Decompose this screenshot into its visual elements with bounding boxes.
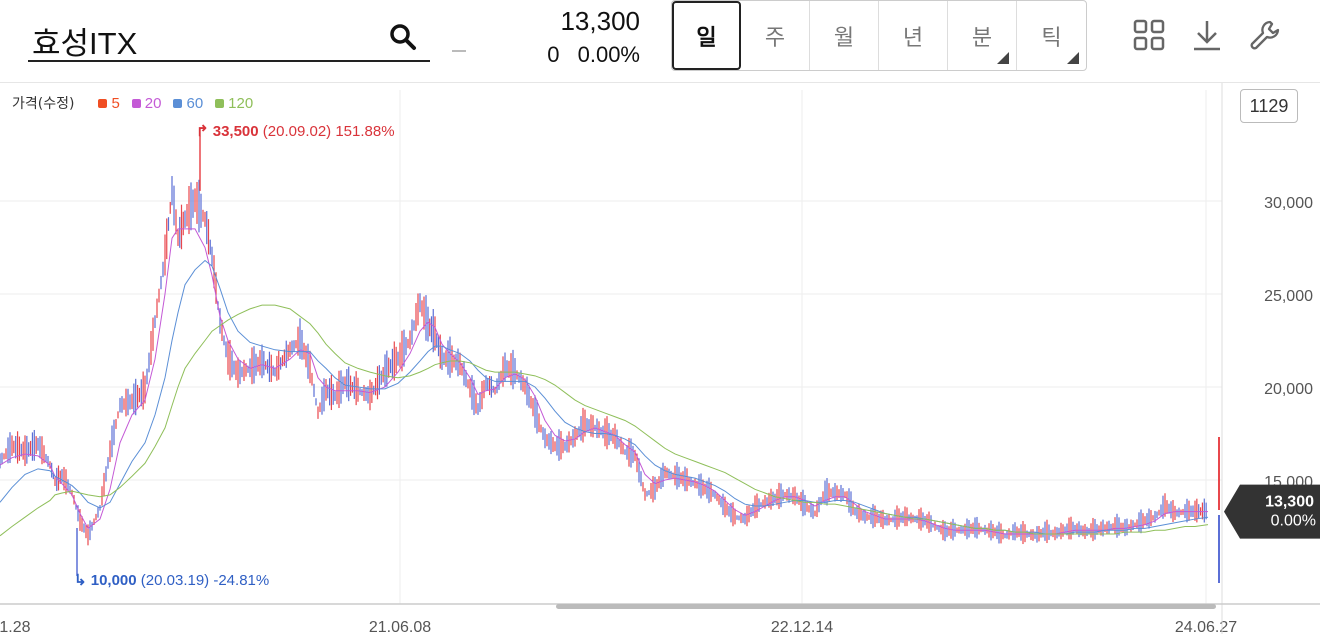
legend-label: 60 <box>186 94 204 112</box>
ma-120-line <box>0 304 1209 537</box>
ma-60-line <box>0 259 1209 535</box>
dropdown-corner-icon <box>1067 52 1079 64</box>
dropdown-corner-icon <box>997 52 1009 64</box>
period-tab-1[interactable]: 주 <box>741 1 810 70</box>
legend-label: 120 <box>228 94 254 112</box>
current-price: 13,300 <box>560 6 640 36</box>
wrench-icon[interactable] <box>1248 18 1282 52</box>
high-annotation: ↱ 33,500 (20.09.02) 151.88% <box>196 123 395 140</box>
search-icon[interactable] <box>388 22 418 52</box>
change-percent: 0.00% <box>577 42 640 67</box>
legend-label: 20 <box>144 94 162 112</box>
grid-layout-icon[interactable] <box>1132 18 1166 52</box>
legend-item-ma5[interactable]: 5 <box>98 94 120 112</box>
legend-swatch <box>173 98 183 108</box>
dash-mark <box>452 50 466 52</box>
price-change: 0 0.00% <box>547 42 640 68</box>
last-price-tag-pct: 0.00% <box>1271 513 1316 530</box>
x-tick-label: 22.12.14 <box>771 619 833 634</box>
period-tab-0[interactable]: 일 <box>672 1 741 70</box>
period-tab-label: 틱 <box>1041 25 1062 51</box>
change-amount: 0 <box>547 42 560 67</box>
horizontal-scrollbar <box>556 604 1216 609</box>
last-price-tag <box>1224 484 1320 539</box>
period-tab-label: 주 <box>764 25 786 51</box>
legend-item-ma120[interactable]: 120 <box>215 95 253 112</box>
period-tab-label: 분 <box>971 25 993 51</box>
download-icon[interactable] <box>1190 18 1224 52</box>
x-tick-label: 21.06.08 <box>369 619 431 634</box>
low-annotation: ↳ 10,000 (20.03.19) -24.81% <box>74 572 269 589</box>
period-tab-2[interactable]: 월 <box>810 1 879 70</box>
chart-legend: 가격(수정) 5 20 60 120 <box>12 93 265 113</box>
last-price-tag-price: 13,300 <box>1265 494 1314 511</box>
period-tab-label: 일 <box>696 25 717 51</box>
period-tab-4[interactable]: 분 <box>948 1 1017 70</box>
legend-item-ma60[interactable]: 60 <box>173 95 203 112</box>
y-tick-label: 25,000 <box>1264 288 1313 305</box>
legend-label: 5 <box>111 94 120 112</box>
period-tab-5[interactable]: 틱 <box>1017 1 1086 70</box>
legend-swatch <box>215 98 225 108</box>
legend-swatch <box>131 98 141 108</box>
x-tick-label: 24.06.27 <box>1175 619 1237 634</box>
x-tick-label: 19.11.28 <box>0 619 31 634</box>
search-box[interactable]: 효성ITX <box>28 10 430 62</box>
period-tab-3[interactable]: 년 <box>879 1 948 70</box>
candle-count-badge[interactable]: 1129 <box>1240 89 1298 123</box>
legend-swatch <box>98 98 108 108</box>
period-tab-label: 월 <box>833 25 855 51</box>
ma-20-line <box>0 228 1208 535</box>
legend-item-ma20[interactable]: 20 <box>131 94 162 112</box>
y-tick-label: 20,000 <box>1264 381 1313 398</box>
legend-price-label: 가격(수정) <box>12 96 75 112</box>
period-tab-label: 년 <box>902 25 924 51</box>
header-divider <box>0 82 1320 83</box>
y-tick-label: 30,000 <box>1264 195 1313 212</box>
stock-name: 효성ITX <box>32 26 138 61</box>
